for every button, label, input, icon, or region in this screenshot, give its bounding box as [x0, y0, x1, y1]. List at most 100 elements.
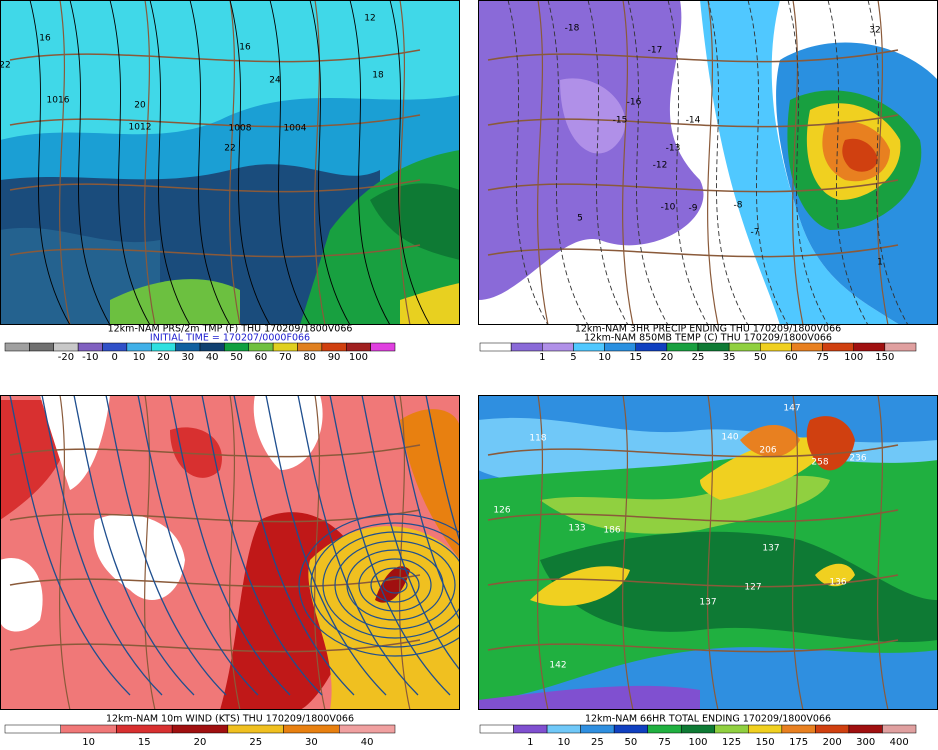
map-frame: [0, 0, 460, 325]
contour: [867, 0, 909, 325]
map-frame: [0, 395, 460, 710]
colorbar-segment: [227, 724, 284, 734]
field-region: [400, 409, 460, 560]
colorbar-segment: [29, 342, 54, 352]
colorbar-label: 75: [816, 352, 829, 363]
contour: [189, 0, 231, 325]
state-border: [877, 0, 889, 325]
caption: 12km-NAM 850MB TEMP (C) THU 170209/1800V…: [584, 333, 832, 344]
state-border: [59, 0, 71, 325]
state-border: [792, 0, 804, 325]
contour: [627, 0, 669, 325]
colorbar-label: 50: [625, 737, 638, 748]
map-label: -12: [653, 161, 668, 171]
colorbar-label: 175: [789, 737, 808, 748]
streamline: [233, 395, 355, 696]
field-region: [370, 183, 460, 260]
field-region: [530, 566, 630, 606]
map-label: 137: [699, 598, 716, 608]
state-border: [9, 639, 421, 653]
field-region: [560, 78, 626, 154]
colorbar-label: 10: [598, 352, 611, 363]
colorbar-segment: [102, 342, 128, 352]
contour: [827, 0, 869, 325]
field-region: [253, 395, 323, 470]
map-label: 1016: [47, 96, 70, 106]
colorbar-segment: [248, 342, 274, 352]
state-border: [487, 114, 899, 128]
colorbar-segment: [60, 724, 117, 734]
map: 118 140 147 206 258 236 126 133 186 137 127 137 142 1…: [478, 395, 938, 710]
state-border: [9, 574, 421, 588]
colorbar-segment: [4, 342, 30, 352]
streamline: [297, 395, 419, 696]
field-region: [0, 558, 43, 632]
state-border: [622, 395, 634, 710]
map-label: -16: [627, 98, 642, 108]
colorbar-segment: [542, 342, 574, 352]
map-label: 127: [744, 583, 761, 593]
colorbar-segment: [116, 724, 173, 734]
map-label: 24: [269, 76, 281, 86]
map-label: 22: [0, 61, 11, 71]
colorbar-segment: [666, 342, 699, 352]
contour: [349, 0, 391, 325]
state-border: [707, 0, 719, 325]
colorbar-label: 15: [138, 737, 151, 748]
colorbar-label: 10: [82, 737, 95, 748]
colorbar-label: 30: [305, 737, 318, 748]
state-border: [59, 395, 71, 710]
contour: [29, 0, 71, 325]
map-label: 1008: [229, 124, 252, 134]
map-label: 16: [39, 34, 51, 44]
colorbar-segment: [884, 342, 917, 352]
streamline: [310, 522, 460, 648]
map: [0, 395, 460, 710]
map-label: 12: [364, 14, 375, 24]
colorbar-label: 400: [890, 737, 909, 748]
colorbar-label: 0: [112, 352, 118, 363]
map-label: 258: [811, 458, 828, 468]
colorbar-segment: [77, 342, 103, 352]
colorbar-label: 100: [688, 737, 707, 748]
map-label: -18: [565, 24, 580, 34]
colorbar-label: 5: [570, 352, 576, 363]
colorbar-label: 100: [844, 352, 863, 363]
contour: [667, 0, 709, 325]
colorbar-label: 60: [255, 352, 268, 363]
colorbar-label: 20: [157, 352, 170, 363]
streamline: [329, 395, 451, 696]
colorbar-segment: [510, 342, 543, 352]
streamline: [425, 395, 460, 544]
map-label: 118: [529, 434, 546, 444]
streamline: [370, 567, 420, 603]
colorbar-segment: [748, 724, 783, 734]
map-label: 18: [372, 71, 384, 81]
colorbar-segment: [346, 342, 371, 352]
field-region: [93, 514, 185, 600]
state-border: [144, 0, 156, 325]
field-region: [40, 395, 110, 490]
colorbar-segment: [283, 724, 340, 734]
contour: [69, 0, 111, 325]
streamline: [298, 513, 460, 657]
state-border: [707, 395, 719, 710]
colorbar-segment: [635, 342, 668, 352]
colorbar-label: 20: [660, 352, 673, 363]
state-border: [9, 509, 421, 523]
state-border: [877, 395, 889, 710]
state-border: [399, 395, 411, 710]
colorbar-label: 70: [279, 352, 292, 363]
colorbar-segment: [781, 724, 816, 734]
colorbar-segment: [297, 342, 323, 352]
map-label: 137: [762, 544, 779, 554]
colorbar-label: 300: [856, 737, 875, 748]
colorbar-segment: [513, 724, 548, 734]
colorbar-segment: [815, 724, 850, 734]
state-border: [144, 395, 156, 710]
contour: [747, 0, 789, 325]
map-label: -13: [666, 144, 681, 154]
map-label: 1: [877, 258, 883, 268]
colorbar-label: 10: [557, 737, 570, 748]
map-label: -14: [686, 116, 701, 126]
